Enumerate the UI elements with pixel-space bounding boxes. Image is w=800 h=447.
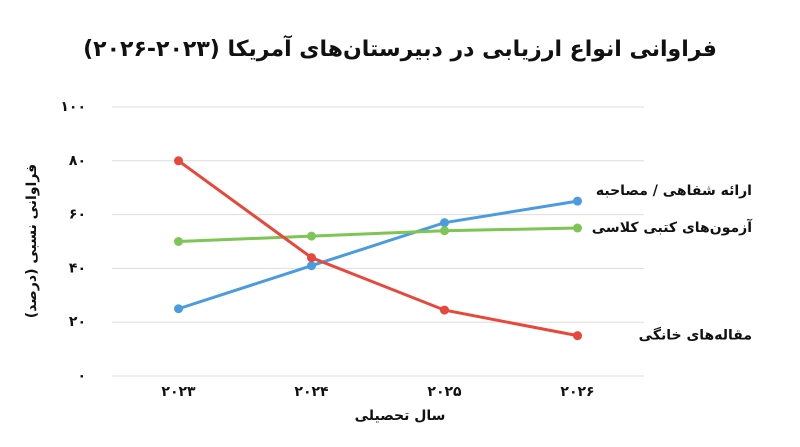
data-point bbox=[440, 218, 449, 228]
data-point bbox=[307, 261, 316, 271]
series-line bbox=[177, 159, 578, 338]
chart-title: فراوانی انواع ارزیابی در دبیرستان‌های آم… bbox=[83, 34, 717, 62]
x-tick-label: ۲۰۲۵ bbox=[427, 384, 462, 400]
y-tick-label: ۶۰ bbox=[69, 207, 86, 223]
series-label: ارائه شفاهی / مصاحبه bbox=[596, 183, 752, 199]
x-tick-label: ۲۰۲۳ bbox=[161, 384, 196, 400]
y-axis-label: فراوانی نسبی (درصد) bbox=[24, 164, 40, 318]
x-axis-label: سال تحصیلی bbox=[355, 408, 446, 424]
x-tick-label: ۲۰۲۴ bbox=[294, 384, 329, 400]
series-label: مقاله‌های خانگی bbox=[639, 327, 752, 344]
data-point bbox=[174, 304, 183, 314]
series-line bbox=[178, 199, 578, 311]
y-tick-label: ۲۰ bbox=[69, 314, 86, 330]
data-point bbox=[573, 196, 582, 206]
series-line bbox=[178, 226, 578, 243]
data-point bbox=[440, 305, 449, 315]
data-point bbox=[174, 156, 183, 166]
data-point bbox=[573, 223, 582, 233]
data-point bbox=[307, 231, 316, 241]
series-label: آزمون‌های کتبی کلاسی bbox=[592, 218, 753, 236]
data-point bbox=[440, 226, 449, 236]
data-point bbox=[174, 237, 183, 246]
y-tick-label: ۴۰ bbox=[69, 260, 86, 276]
x-tick-label: ۲۰۲۶ bbox=[560, 384, 594, 400]
data-point bbox=[573, 331, 582, 341]
y-tick-label: ۰ bbox=[77, 368, 86, 384]
y-tick-label: ۸۰ bbox=[69, 153, 86, 169]
y-tick-label: ۱۰۰ bbox=[60, 99, 86, 115]
data-point bbox=[307, 253, 316, 263]
